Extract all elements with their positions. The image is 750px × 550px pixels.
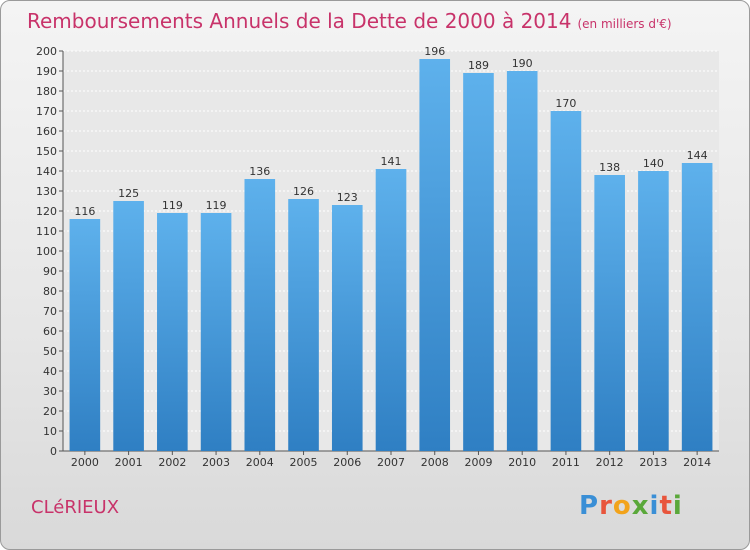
x-tick-label: 2002 [158, 456, 186, 469]
y-tick-label: 190 [36, 65, 57, 78]
bar [463, 73, 494, 451]
y-tick-label: 40 [43, 365, 57, 378]
data-label: 196 [424, 45, 445, 58]
data-label: 140 [643, 157, 664, 170]
y-tick-label: 10 [43, 425, 57, 438]
bar [638, 171, 669, 451]
chart-title: Remboursements Annuels de la Dette de 20… [27, 9, 672, 33]
y-tick-label: 20 [43, 405, 57, 418]
bar [375, 169, 407, 451]
y-tick-label: 70 [43, 305, 57, 318]
y-tick-label: 0 [50, 445, 57, 458]
bar [419, 59, 451, 451]
y-tick-label: 160 [36, 125, 57, 138]
town-name: CLéRIEUX [31, 497, 120, 518]
data-label: 144 [687, 149, 708, 162]
data-label: 170 [555, 97, 576, 110]
chart-unit: (en milliers d'€) [577, 17, 672, 31]
x-tick-label: 2009 [464, 456, 492, 469]
data-label: 189 [468, 59, 489, 72]
x-tick-label: 2014 [683, 456, 711, 469]
bar [594, 175, 625, 451]
data-label: 119 [206, 199, 227, 212]
y-tick-label: 130 [36, 185, 57, 198]
data-label: 190 [512, 57, 533, 70]
x-tick-label: 2013 [639, 456, 667, 469]
x-tick-label: 2000 [71, 456, 99, 469]
y-tick-label: 150 [36, 145, 57, 158]
y-tick-label: 170 [36, 105, 57, 118]
bar [157, 213, 188, 451]
x-tick-label: 2001 [115, 456, 143, 469]
y-tick-label: 100 [36, 245, 57, 258]
bar [244, 179, 276, 451]
x-tick-label: 2012 [596, 456, 624, 469]
chart-title-text: Remboursements Annuels de la Dette de 20… [27, 9, 572, 33]
bar [681, 163, 713, 451]
bar [200, 213, 232, 451]
y-tick-label: 80 [43, 285, 57, 298]
y-tick-label: 110 [36, 225, 57, 238]
bar [331, 205, 363, 451]
y-tick-label: 90 [43, 265, 57, 278]
data-label: 138 [599, 161, 620, 174]
y-tick-label: 30 [43, 385, 57, 398]
data-label: 116 [74, 205, 95, 218]
x-tick-label: 2011 [552, 456, 580, 469]
y-tick-label: 140 [36, 165, 57, 178]
x-tick-label: 2010 [508, 456, 536, 469]
x-tick-label: 2003 [202, 456, 230, 469]
proxiti-logo: Proxiti [579, 491, 683, 521]
x-tick-label: 2006 [333, 456, 361, 469]
y-tick-label: 50 [43, 345, 57, 358]
x-tick-label: 2004 [246, 456, 274, 469]
y-tick-label: 200 [36, 45, 57, 58]
y-tick-label: 120 [36, 205, 57, 218]
x-tick-label: 2005 [290, 456, 318, 469]
bar [550, 111, 582, 451]
bar [288, 199, 319, 451]
data-label: 123 [337, 191, 358, 204]
x-tick-label: 2008 [421, 456, 449, 469]
data-label: 125 [118, 187, 139, 200]
data-label: 141 [381, 155, 402, 168]
bar [69, 219, 101, 451]
data-label: 126 [293, 185, 314, 198]
data-label: 119 [162, 199, 183, 212]
y-tick-label: 60 [43, 325, 57, 338]
x-tick-label: 2007 [377, 456, 405, 469]
y-tick-label: 180 [36, 85, 57, 98]
bar [506, 71, 538, 451]
bar [113, 201, 144, 451]
data-label: 136 [249, 165, 270, 178]
